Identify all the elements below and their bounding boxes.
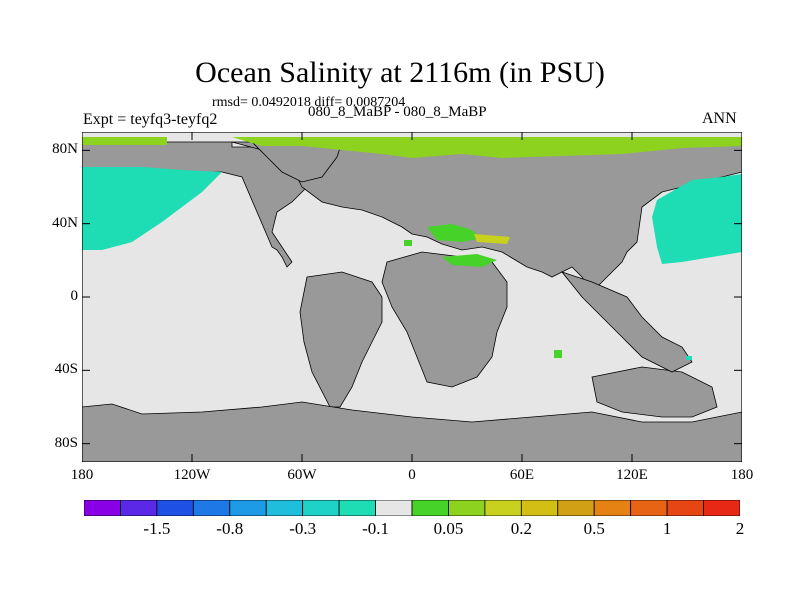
- lat-tick-label: 80N: [52, 141, 78, 158]
- colorbar: [84, 500, 740, 516]
- lat-tick-label: 0: [70, 288, 79, 304]
- patch-arctic-green-left: [82, 137, 167, 145]
- lon-tick-label: 60W: [287, 467, 317, 483]
- colorbar-swatch: [120, 500, 158, 516]
- land-masses: [82, 141, 742, 462]
- colorbar-swatch: [448, 500, 486, 516]
- lon-tick-label: 60E: [509, 467, 535, 483]
- patch-dot-2: [554, 350, 562, 358]
- colorbar-swatch: [520, 500, 559, 516]
- map-ticks: [82, 132, 742, 462]
- colorbar-label: -0.1: [362, 519, 390, 538]
- colorbar-label: 1: [662, 519, 672, 538]
- colorbar-swatch: [375, 500, 413, 516]
- colorbar-swatch: [484, 500, 522, 516]
- patch-black-sea: [474, 234, 510, 244]
- colorbar-label: 0.5: [583, 519, 605, 538]
- colorbar-label: -0.8: [216, 519, 244, 538]
- patch-mediterranean-2: [442, 254, 497, 267]
- colorbar-swatch: [84, 500, 121, 516]
- colorbar-swatch: [593, 500, 632, 516]
- patch-north-pacific-west: [82, 167, 222, 250]
- colorbar-swatch: [666, 500, 704, 516]
- lon-tick-label: 180: [70, 467, 94, 483]
- colorbar-label: 0.05: [433, 519, 464, 538]
- map-title: Ocean Salinity at 2116m (in PSU): [195, 56, 605, 89]
- colorbar-label: -1.5: [143, 519, 171, 538]
- patch-north-pacific-east: [652, 174, 742, 264]
- lat-tick-label: 40N: [52, 214, 78, 231]
- lon-tick-label: 180: [730, 467, 754, 483]
- colorbar-label: -0.3: [289, 519, 317, 538]
- land-eurasia: [231, 141, 742, 293]
- colorbar-label: 2: [735, 519, 745, 538]
- land-india-se-asia: [560, 271, 693, 373]
- colorbar-swatch: [265, 500, 304, 516]
- land-antarctica: [82, 401, 742, 462]
- colorbar-swatch: [192, 500, 231, 516]
- season-label: ANN: [702, 110, 737, 127]
- colorbar-swatch: [302, 500, 340, 516]
- patch-dot-1: [404, 240, 412, 246]
- land-south-america: [299, 271, 383, 408]
- colorbar-swatch: [557, 500, 595, 516]
- colorbar-swatch: [411, 500, 449, 516]
- colorbar-swatch: [703, 500, 740, 516]
- lat-tick-label: 80S: [54, 434, 78, 451]
- stats-line: rmsd= 0.0492018 diff= 0.0087204: [212, 95, 406, 110]
- lat-tick-label: 40S: [54, 361, 78, 378]
- colorbar-swatch: [229, 500, 267, 516]
- salinity-map: [82, 132, 742, 462]
- experiment-label: Expt = teyfq3-teyfq2: [83, 111, 218, 128]
- lon-tick-label: 120E: [616, 467, 648, 483]
- lon-tick-label: 120W: [173, 467, 211, 483]
- colorbar-swatch: [630, 500, 668, 516]
- land-australia: [591, 366, 718, 418]
- lon-tick-label: 0: [408, 467, 416, 483]
- colorbar-swatch: [338, 500, 376, 516]
- patch-mediterranean-1: [427, 224, 482, 242]
- patch-arctic-green: [232, 137, 742, 158]
- patch-dot-3: [686, 356, 692, 360]
- colorbar-label: 0.2: [510, 519, 532, 538]
- period-label: 080_8_MaBP - 080_8_MaBP: [308, 104, 487, 120]
- salinity-patches: [82, 137, 742, 360]
- colorbar-swatch: [156, 500, 194, 516]
